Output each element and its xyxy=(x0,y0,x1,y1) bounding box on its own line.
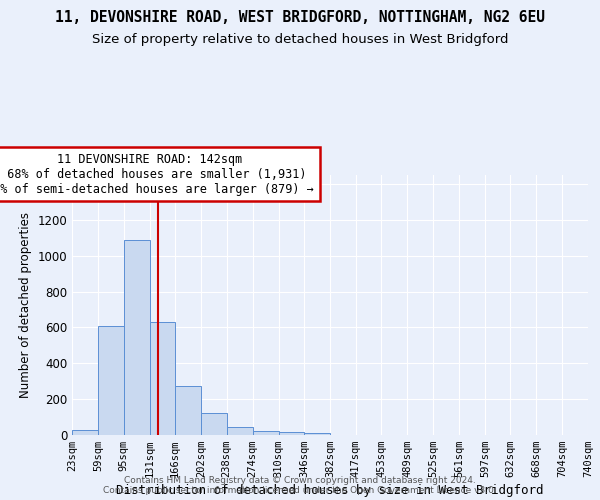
Text: Contains HM Land Registry data © Crown copyright and database right 2024.
Contai: Contains HM Land Registry data © Crown c… xyxy=(103,476,497,495)
Y-axis label: Number of detached properties: Number of detached properties xyxy=(19,212,32,398)
Bar xyxy=(150,322,175,435)
Text: 11, DEVONSHIRE ROAD, WEST BRIDGFORD, NOTTINGHAM, NG2 6EU: 11, DEVONSHIRE ROAD, WEST BRIDGFORD, NOT… xyxy=(55,10,545,25)
Bar xyxy=(227,427,253,435)
Bar xyxy=(304,433,331,435)
Bar xyxy=(175,386,201,435)
Bar xyxy=(201,414,227,435)
Text: Size of property relative to detached houses in West Bridgford: Size of property relative to detached ho… xyxy=(92,32,508,46)
Bar xyxy=(72,430,98,435)
Bar xyxy=(124,240,150,435)
Bar xyxy=(98,326,124,435)
Text: 11 DEVONSHIRE ROAD: 142sqm
← 68% of detached houses are smaller (1,931)
31% of s: 11 DEVONSHIRE ROAD: 142sqm ← 68% of deta… xyxy=(0,152,314,196)
Bar xyxy=(253,432,278,435)
Bar xyxy=(278,432,304,435)
X-axis label: Distribution of detached houses by size in West Bridgford: Distribution of detached houses by size … xyxy=(116,484,544,498)
